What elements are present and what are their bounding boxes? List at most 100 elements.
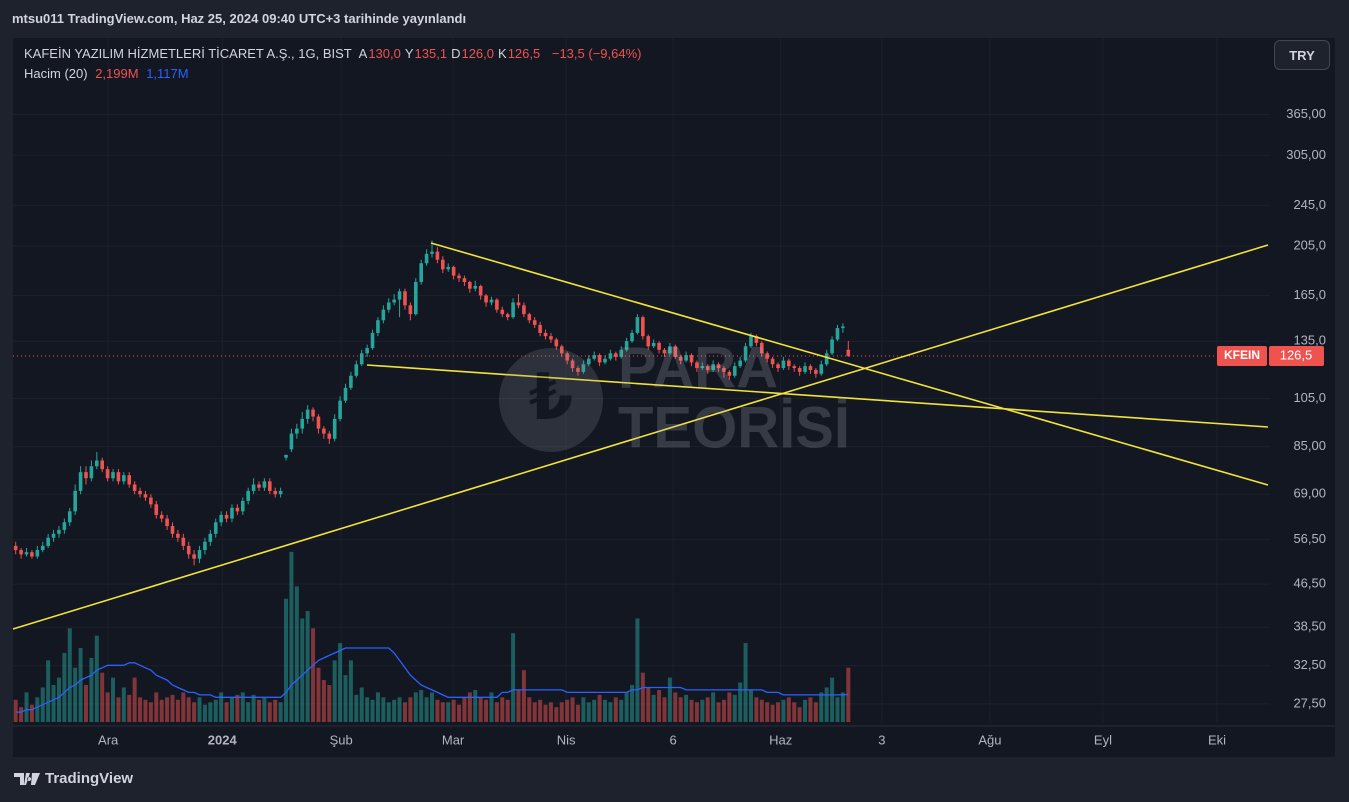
volume-bar bbox=[630, 685, 635, 722]
candle-body bbox=[89, 466, 94, 479]
volume-bar bbox=[457, 704, 462, 722]
symbol-name: KAFEİN YAZILIM HİZMETLERİ TİCARET A.Ş., … bbox=[24, 46, 352, 61]
candle-body bbox=[727, 371, 732, 376]
candle-body bbox=[819, 364, 824, 374]
volume-bar bbox=[83, 685, 88, 722]
candle-body bbox=[349, 375, 353, 388]
candle-body bbox=[13, 545, 18, 551]
candle-body bbox=[84, 472, 88, 479]
candle-body bbox=[19, 550, 23, 555]
candle-body bbox=[592, 355, 596, 359]
change: −13,5 (−9,64%) bbox=[551, 46, 642, 61]
candle-body bbox=[505, 314, 510, 318]
y-tick-label: 205,0 bbox=[1293, 237, 1326, 252]
volume-bar bbox=[711, 692, 716, 722]
volume-bar bbox=[56, 677, 61, 722]
candle-body bbox=[608, 353, 613, 359]
y-tick-label: 165,0 bbox=[1293, 287, 1326, 302]
candle-body bbox=[408, 305, 413, 315]
candle-body bbox=[770, 358, 775, 365]
candle-body bbox=[354, 364, 359, 376]
x-tick-label: Eyl bbox=[1094, 732, 1112, 747]
volume-bar bbox=[662, 697, 667, 722]
candle-body bbox=[35, 550, 40, 557]
candle-body bbox=[284, 454, 288, 458]
volume-bar bbox=[592, 699, 597, 722]
ohlc-key: Y bbox=[404, 46, 414, 61]
candle-body bbox=[327, 433, 332, 439]
price-tag bbox=[1269, 346, 1324, 367]
candle-body bbox=[441, 259, 445, 270]
y-tick-label: 245,0 bbox=[1293, 197, 1326, 212]
volume-ma-line bbox=[15, 647, 849, 713]
volume-bar bbox=[370, 699, 375, 722]
volume-bar bbox=[781, 699, 786, 722]
candle-body bbox=[619, 349, 624, 357]
volume-bar bbox=[365, 697, 370, 722]
volume-bar bbox=[159, 699, 164, 722]
candle-body bbox=[803, 366, 807, 372]
volume-bar bbox=[94, 635, 99, 722]
candle-body bbox=[749, 336, 753, 347]
candle-body bbox=[332, 418, 337, 439]
volume-bar bbox=[619, 699, 624, 722]
candle-body bbox=[814, 369, 818, 374]
candle-body bbox=[251, 484, 256, 491]
volume-bar bbox=[338, 643, 343, 722]
candle-body bbox=[532, 320, 537, 325]
volume-bar bbox=[684, 694, 689, 722]
candle-body bbox=[381, 309, 386, 321]
volume-bar bbox=[478, 697, 483, 722]
candle-body bbox=[105, 469, 110, 479]
watermark-text: TEORİSİ bbox=[618, 395, 850, 460]
volume-bar bbox=[430, 692, 434, 722]
volume-bar bbox=[192, 702, 197, 722]
volume-bar bbox=[116, 697, 121, 722]
candle-body bbox=[678, 356, 683, 361]
volume-bar bbox=[543, 704, 548, 722]
brand-logo bbox=[14, 772, 40, 785]
price-axis bbox=[1270, 38, 1335, 757]
candle-body bbox=[40, 545, 45, 551]
volume-bar bbox=[354, 694, 359, 722]
volume-bar bbox=[738, 682, 743, 722]
ohlc-key: A bbox=[358, 46, 368, 61]
volume-bar bbox=[181, 692, 186, 722]
candle-body bbox=[268, 481, 272, 491]
volume-bar bbox=[305, 611, 310, 722]
currency-button[interactable]: TRY bbox=[1274, 40, 1330, 70]
ohlc-value: 126,5 bbox=[507, 46, 541, 61]
volume-bar bbox=[716, 702, 721, 722]
volume-bar bbox=[824, 687, 829, 722]
volume-bar bbox=[759, 699, 764, 722]
published-note: mtsu011 TradingView.com, Haz 25, 2024 09… bbox=[12, 11, 467, 26]
candle-body bbox=[673, 346, 678, 357]
candle-body bbox=[176, 533, 180, 538]
candle-body bbox=[781, 360, 786, 369]
candle-body bbox=[343, 387, 348, 401]
volume-bar bbox=[721, 699, 726, 722]
candle-body bbox=[246, 490, 250, 501]
candle-body bbox=[738, 360, 742, 367]
volume-bar bbox=[765, 702, 770, 722]
candle-body bbox=[149, 497, 153, 505]
volume-bar bbox=[511, 633, 516, 722]
volume-bar bbox=[705, 697, 710, 722]
x-tick-label: Haz bbox=[769, 732, 792, 747]
candle-body bbox=[522, 305, 526, 315]
candle-body bbox=[716, 364, 721, 369]
volume-bar bbox=[776, 702, 781, 722]
volume-bar bbox=[635, 618, 640, 722]
candle-body bbox=[359, 353, 364, 365]
watermark-text: PARA bbox=[618, 335, 778, 400]
candle-body bbox=[765, 353, 769, 359]
volume-name: Hacim (20) bbox=[24, 66, 88, 81]
volume-bar bbox=[667, 677, 672, 722]
ohlc-key: D bbox=[451, 46, 461, 61]
candle-body bbox=[316, 416, 321, 429]
volume-bar bbox=[565, 699, 570, 722]
volume-bar bbox=[835, 697, 840, 722]
volume-bar bbox=[375, 692, 380, 722]
volume-bar bbox=[154, 692, 159, 722]
price-tag-label: 126,5 bbox=[1280, 347, 1313, 362]
